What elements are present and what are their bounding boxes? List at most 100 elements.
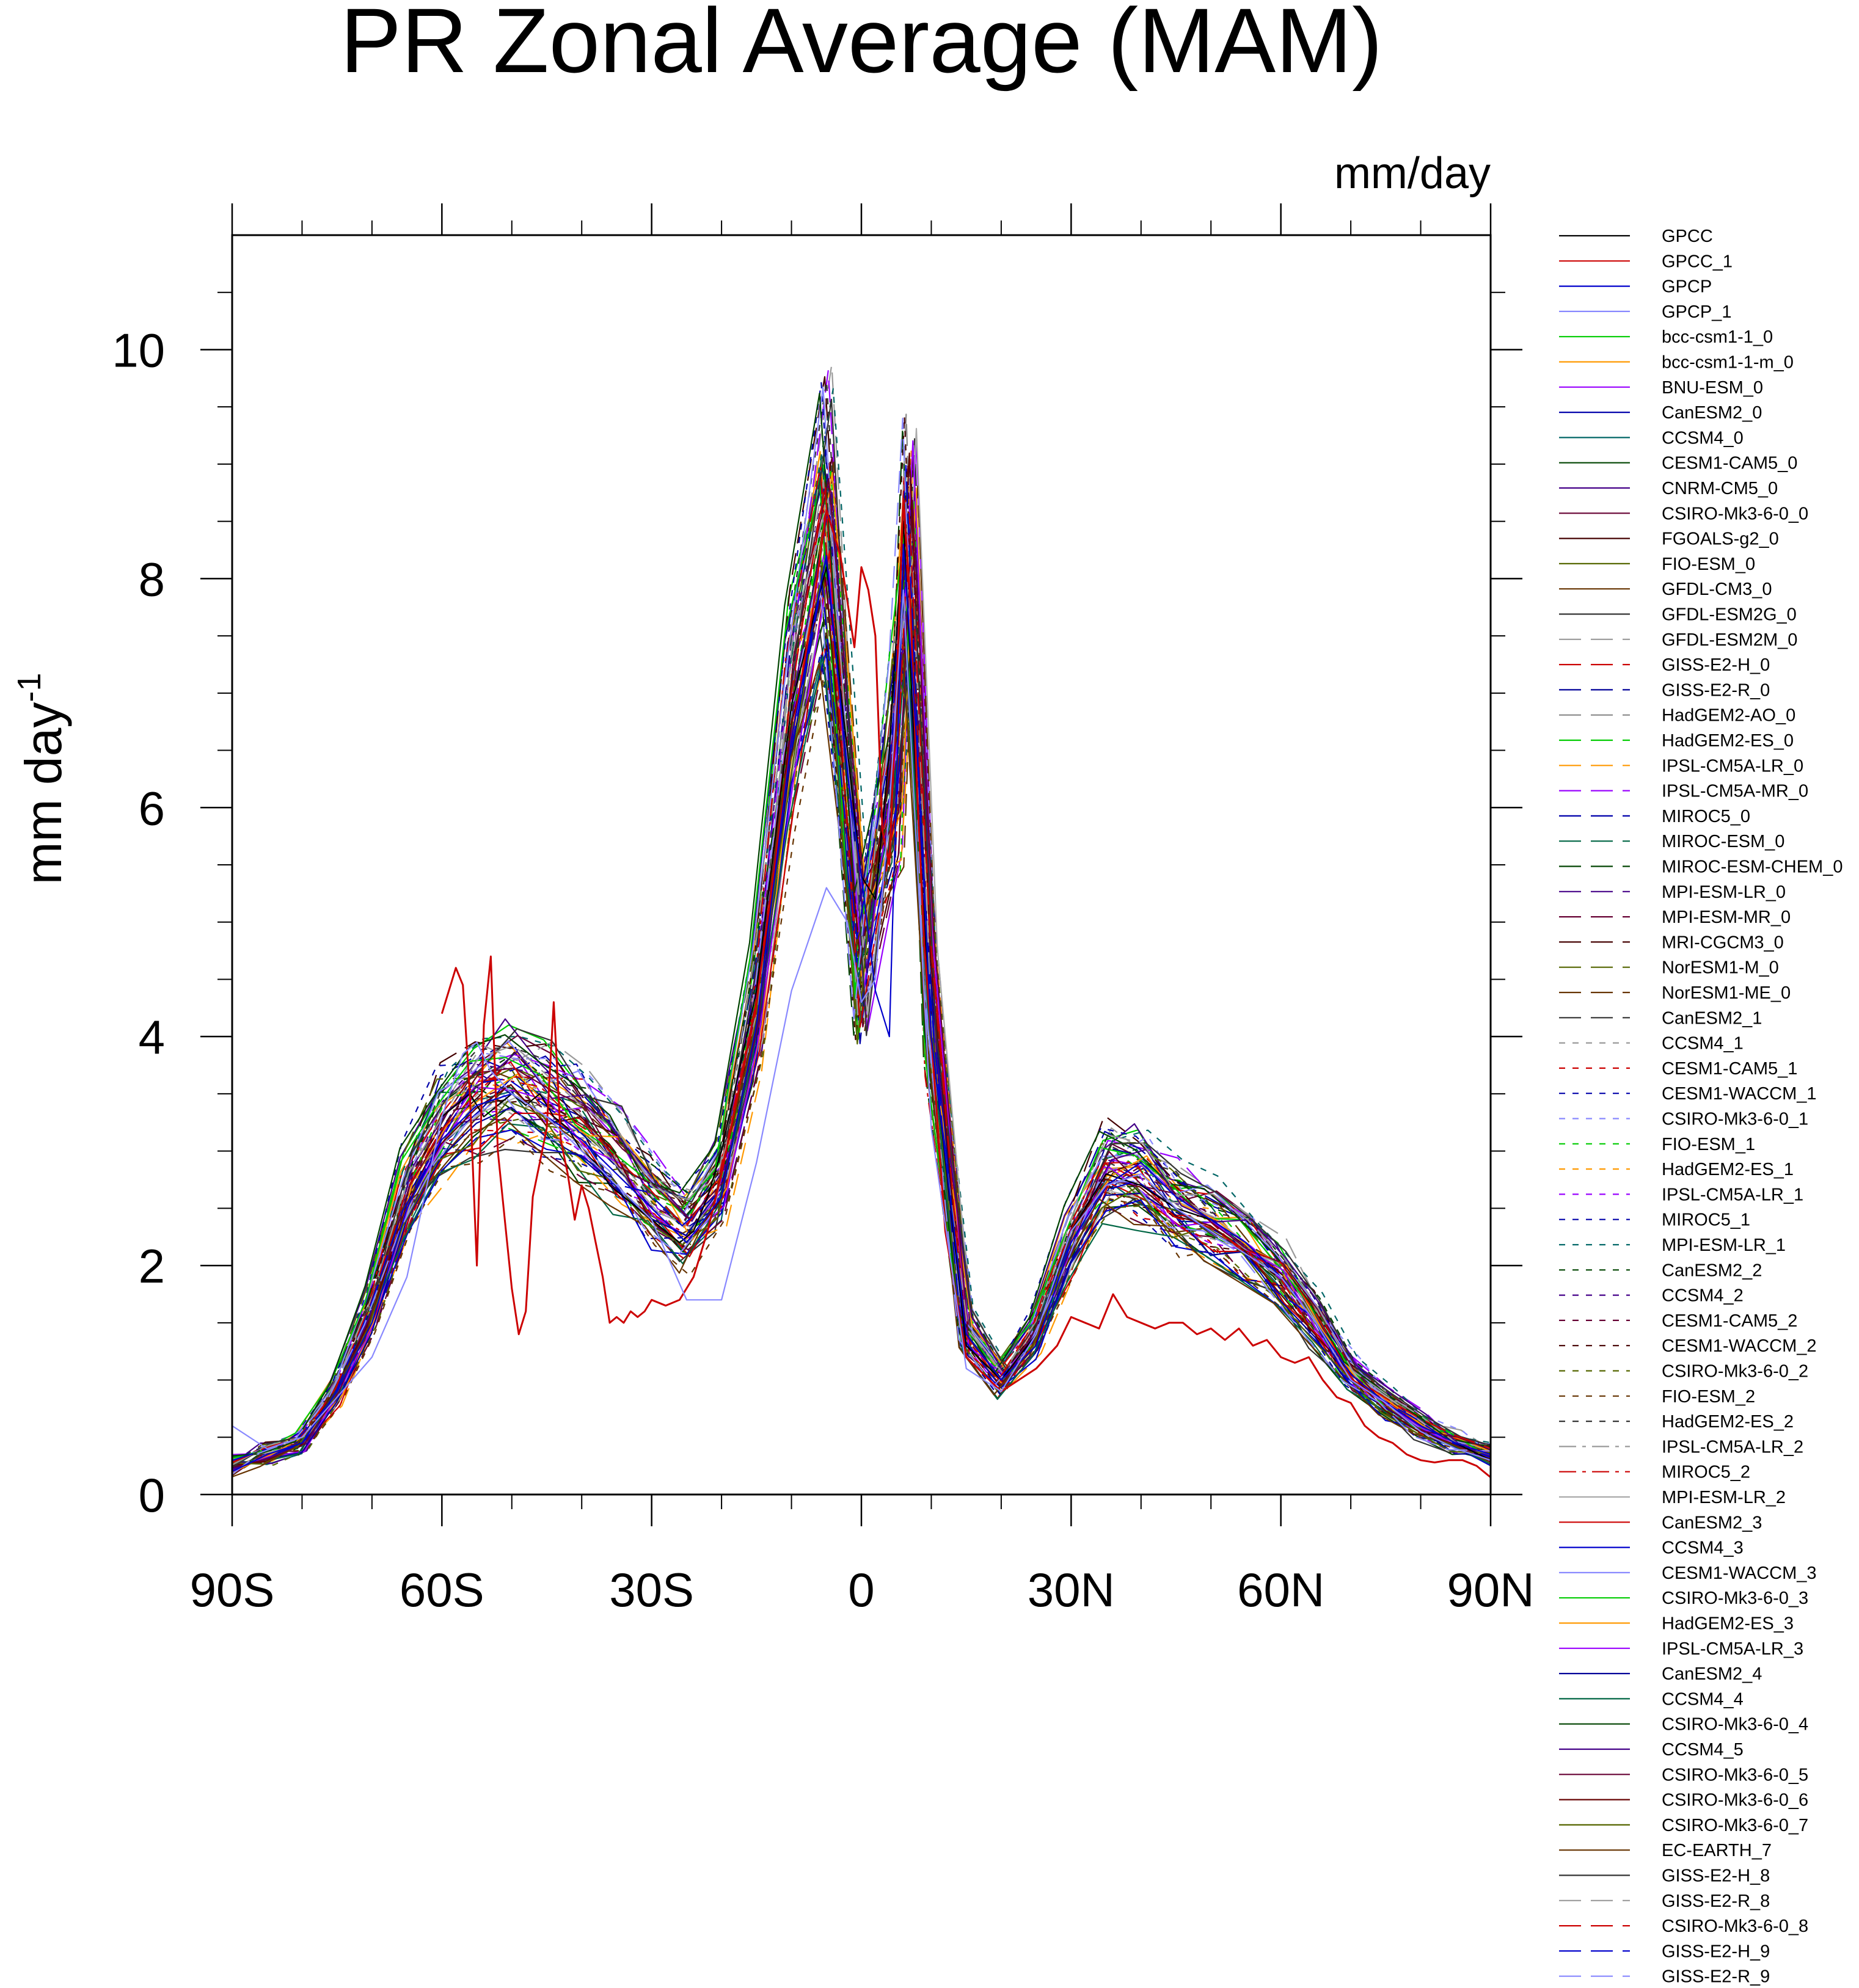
x-tick-label: 90S [190, 1563, 275, 1617]
series-line-CanESM2_4 [232, 557, 1491, 1469]
legend-label: BNU-ESM_0 [1662, 378, 1763, 398]
series-line-CanESM2_1 [232, 438, 1491, 1460]
legend-label: CanESM2_0 [1662, 403, 1762, 423]
legend-label: MIROC5_0 [1662, 807, 1750, 826]
y-axis-title: mm day-1 [11, 673, 72, 885]
legend-label: bcc-csm1-1-m_0 [1662, 353, 1794, 373]
legend-label: IPSL-CM5A-LR_3 [1662, 1639, 1803, 1659]
legend-label: CESM1-WACCM_1 [1662, 1084, 1817, 1104]
legend-label: CESM1-CAM5_0 [1662, 454, 1797, 473]
legend-label: CSIRO-Mk3-6-0_4 [1662, 1715, 1808, 1735]
tick-labels: 90S 60S 30S 0 30N 60N 90N 0 2 4 6 8 10 [112, 323, 1534, 1617]
legend-label: CESM1-CAM5_2 [1662, 1311, 1797, 1331]
legend-label: GPCP [1662, 277, 1712, 297]
legend-label: CSIRO-Mk3-6-0_6 [1662, 1791, 1808, 1810]
plot-area [232, 364, 1491, 1479]
legend-label: FGOALS-g2_0 [1662, 530, 1779, 549]
legend-label: CNRM-CM5_0 [1662, 479, 1778, 498]
legend-label: IPSL-CM5A-LR_0 [1662, 756, 1803, 776]
legend-label: CCSM4_5 [1662, 1740, 1744, 1760]
legend-label: IPSL-CM5A-LR_1 [1662, 1185, 1803, 1204]
legend-label: CanESM2_4 [1662, 1664, 1762, 1684]
plot-frame [231, 234, 1492, 1496]
y-tick-label: 2 [139, 1239, 165, 1293]
series-line-MPI-ESM-MR_0 [232, 627, 1491, 1476]
series-line-CCSM4_5 [232, 491, 1491, 1471]
legend-label: FIO-ESM_1 [1662, 1135, 1755, 1154]
legend-label: CanESM2_2 [1662, 1261, 1762, 1280]
legend-label: CCSM4_3 [1662, 1538, 1744, 1558]
legend-label: MIROC5_1 [1662, 1211, 1750, 1230]
series-line-GPCP_1 [232, 589, 1491, 1461]
series-line-CSIRO-Mk3-6-0_6 [232, 452, 1491, 1466]
legend-label: GISS-E2-H_0 [1662, 655, 1770, 675]
y-axis-title-text: mm day [15, 702, 72, 885]
legend-label: GISS-E2-R_9 [1662, 1967, 1770, 1987]
legend-label: CSIRO-Mk3-6-0_3 [1662, 1589, 1808, 1608]
legend-label: CESM1-WACCM_3 [1662, 1564, 1817, 1583]
chart-title: PR Zonal Average (MAM) [340, 0, 1382, 92]
legend-label: CESM1-WACCM_2 [1662, 1336, 1817, 1356]
legend-label: GFDL-ESM2G_0 [1662, 605, 1797, 625]
series-line-FIO-ESM_2 [232, 616, 1491, 1476]
y-tick-label: 4 [139, 1010, 165, 1064]
y-tick-label: 8 [139, 552, 165, 606]
x-tick-label: 30N [1028, 1563, 1115, 1617]
legend-label: HadGEM2-ES_0 [1662, 731, 1794, 751]
legend-label: GISS-E2-R_0 [1662, 680, 1770, 700]
legend-label: CSIRO-Mk3-6-0_5 [1662, 1765, 1808, 1785]
legend-label: HadGEM2-AO_0 [1662, 706, 1795, 726]
legend-label: FIO-ESM_2 [1662, 1387, 1755, 1407]
legend-label: CSIRO-Mk3-6-0_7 [1662, 1816, 1808, 1835]
y-axis-title-superscript: -1 [11, 673, 48, 702]
legend-label: MPI-ESM-LR_1 [1662, 1236, 1786, 1255]
series-line-CESM1-CAM5_1 [232, 639, 1491, 1472]
series-line-GPCP [232, 544, 1491, 1473]
series-line-CSIRO-Mk3-6-0_8 [232, 484, 1491, 1463]
x-tick-label: 90N [1447, 1563, 1534, 1617]
legend-label: MIROC-ESM-CHEM_0 [1662, 857, 1843, 877]
x-tick-label: 30S [609, 1563, 694, 1617]
legend-label: MIROC5_2 [1662, 1463, 1750, 1482]
legend-label: CSIRO-Mk3-6-0_2 [1662, 1362, 1808, 1382]
legend-label: CSIRO-Mk3-6-0_1 [1662, 1110, 1808, 1129]
legend-label: GISS-E2-R_8 [1662, 1892, 1770, 1911]
legend-label: CCSM4_0 [1662, 428, 1744, 448]
legend-label: CCSM4_2 [1662, 1286, 1744, 1306]
legend-label: HadGEM2-ES_1 [1662, 1160, 1794, 1179]
x-tick-label: 60N [1237, 1563, 1324, 1617]
legend-label: GPCC_1 [1662, 252, 1733, 271]
series-line-CESM1-WACCM_3 [232, 387, 1491, 1462]
y-tick-label: 0 [139, 1468, 165, 1522]
series-line-GISS-E2-H_9 [232, 465, 1491, 1462]
legend-label: bcc-csm1-1_0 [1662, 327, 1773, 347]
legend-label: GISS-E2-H_9 [1662, 1942, 1770, 1961]
legend-label: NorESM1-M_0 [1662, 958, 1779, 978]
legend-label: GPCC [1662, 227, 1713, 246]
legend-label: CSIRO-Mk3-6-0_0 [1662, 504, 1808, 523]
legend-label: IPSL-CM5A-MR_0 [1662, 782, 1808, 801]
x-tick-label: 60S [400, 1563, 484, 1617]
series-line-CSIRO-Mk3-6-0_4 [232, 393, 1491, 1457]
series-line-CSIRO-Mk3-6-0_2 [232, 644, 1491, 1466]
legend-label: MPI-ESM-LR_0 [1662, 883, 1786, 902]
legend-label: HadGEM2-ES_2 [1662, 1412, 1794, 1432]
legend-label: CESM1-CAM5_1 [1662, 1059, 1797, 1079]
legend-label: CanESM2_1 [1662, 1008, 1762, 1028]
x-tick-label: 0 [848, 1563, 874, 1617]
legend-label: HadGEM2-ES_3 [1662, 1614, 1794, 1634]
legend-label: GISS-E2-H_8 [1662, 1866, 1770, 1886]
y-tick-label: 6 [139, 781, 165, 835]
legend-label: FIO-ESM_0 [1662, 555, 1755, 574]
axis-ticks [200, 203, 1522, 1526]
series-line-HadGEM2-ES_2 [232, 380, 1491, 1466]
legend-label: GFDL-CM3_0 [1662, 580, 1772, 599]
legend-label: NorESM1-ME_0 [1662, 983, 1791, 1003]
legend-label: MPI-ESM-LR_2 [1662, 1488, 1786, 1507]
legend-label: MRI-CGCM3_0 [1662, 933, 1784, 952]
legend-label: CCSM4_4 [1662, 1689, 1744, 1709]
legend-label: MPI-ESM-MR_0 [1662, 908, 1791, 927]
series-line-GISS-E2-R_9 [232, 417, 1491, 1475]
legend-label: CSIRO-Mk3-6-0_8 [1662, 1917, 1808, 1936]
